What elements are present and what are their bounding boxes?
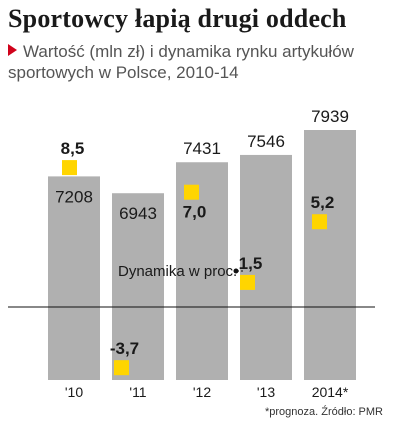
page-title: Sportowcy łapią drugi oddech xyxy=(8,4,347,33)
subtitle: Wartość (mln zł) i dynamika rynku artyku… xyxy=(8,41,393,83)
bar-value-label: 6943 xyxy=(119,204,157,223)
bar-value-label: 7208 xyxy=(55,187,93,206)
category-label: '11 xyxy=(129,384,146,400)
category-label: '12 xyxy=(193,384,211,400)
bar-value-label: 7546 xyxy=(247,132,285,151)
annotation-dot xyxy=(233,268,239,274)
category-label: '13 xyxy=(257,384,275,400)
bar-1 xyxy=(112,193,164,380)
dynamics-marker-4 xyxy=(312,214,327,230)
dynamics-marker-0 xyxy=(62,160,77,176)
dynamics-marker-2 xyxy=(184,184,199,200)
bar-value-label: 7431 xyxy=(183,139,221,158)
dynamics-value-label: 8,5 xyxy=(61,139,85,158)
triangle-arrow-icon xyxy=(8,44,17,56)
dynamics-marker-3 xyxy=(240,274,255,290)
bar-value-label: 7939 xyxy=(311,107,349,126)
subtitle-text: Wartość (mln zł) i dynamika rynku artyku… xyxy=(8,42,354,82)
dynamics-value-label: 7,0 xyxy=(183,203,207,222)
source-note: *prognoza. Źródło: PMR xyxy=(265,406,383,418)
dynamics-annotation: Dynamika w proc. xyxy=(118,263,237,280)
bar-3 xyxy=(240,154,292,380)
bar-0 xyxy=(48,176,100,380)
dynamics-value-label: 1,5 xyxy=(239,254,263,273)
category-label: '10 xyxy=(65,384,83,400)
dynamics-marker-1 xyxy=(114,360,129,376)
dynamics-value-label: 5,2 xyxy=(311,193,335,212)
dynamics-value-label: -3,7 xyxy=(110,339,139,358)
bar-4 xyxy=(304,130,356,380)
category-label: 2014* xyxy=(312,384,349,400)
